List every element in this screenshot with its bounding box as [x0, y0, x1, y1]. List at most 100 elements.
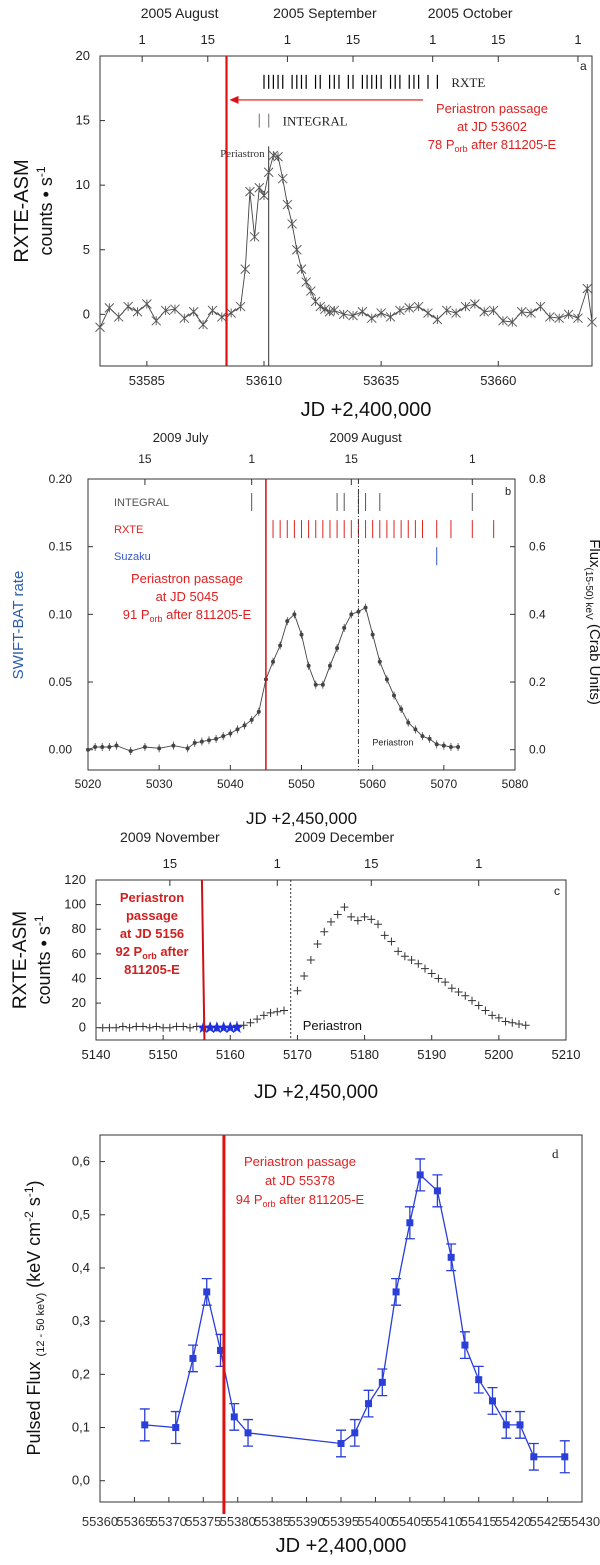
x-tick-label: 5170	[283, 1047, 312, 1062]
x-tick-label: 55360	[82, 1514, 118, 1529]
y-tick-label: 60	[72, 946, 86, 961]
x-axis-label: JD +2,400,000	[276, 1535, 407, 1557]
obs-label: INTEGRAL	[114, 497, 169, 509]
data-point	[313, 682, 318, 687]
data-point	[186, 1023, 194, 1032]
data-point	[141, 1421, 149, 1429]
data-point	[521, 1021, 530, 1030]
data-point	[494, 1013, 503, 1022]
data-point	[582, 283, 593, 294]
data-point	[530, 1453, 538, 1461]
data-point	[128, 749, 133, 754]
data-point	[199, 739, 204, 744]
data-point	[188, 306, 199, 317]
panel-c: 5140 5150 5160 5170 5180 5190 5200 5210 0 20 40 60 8…	[10, 829, 580, 1103]
text-span: -1	[22, 1186, 36, 1197]
data-point	[235, 301, 246, 312]
text-span: Flux	[586, 539, 600, 568]
annotation-line3: 94 Porb after 811205-E	[236, 1192, 365, 1209]
text-span: after 811205-E	[163, 607, 252, 622]
data-point	[160, 305, 171, 316]
data-point	[300, 972, 309, 980]
data-point	[273, 1007, 282, 1016]
y-tick-label: 40	[72, 970, 86, 985]
text-span: 94 P	[236, 1192, 263, 1207]
data-point	[315, 301, 326, 312]
data-point	[441, 978, 450, 987]
data-point	[198, 319, 208, 330]
data-point	[501, 1017, 510, 1026]
data-point	[333, 910, 342, 919]
annotation-line2: at JD 55378	[265, 1173, 335, 1188]
annotation-line2: at JD 53602	[457, 119, 527, 134]
data-point	[434, 974, 443, 983]
data-point	[420, 734, 425, 739]
annotation-line1: Periastron	[120, 890, 184, 905]
data-point	[244, 1429, 252, 1437]
data-point	[335, 646, 340, 651]
data-point	[306, 956, 315, 964]
x-tick-label: 55425	[529, 1514, 565, 1529]
data-point	[249, 232, 260, 242]
suzaku-star	[210, 1021, 223, 1033]
top-tick-label: 1	[475, 856, 482, 871]
data-point	[400, 952, 409, 961]
data-point	[516, 306, 527, 317]
y-tick-label: 0.10	[49, 607, 73, 621]
top-tick-label: 15	[345, 452, 359, 466]
data-point	[392, 1288, 400, 1296]
y-tick-label: 0.00	[49, 743, 73, 757]
x-tick-label: 5060	[359, 777, 386, 791]
data-point	[282, 199, 293, 210]
data-point	[535, 301, 546, 312]
data-point	[179, 313, 190, 324]
data-point	[242, 723, 247, 728]
y-tick-label: 100	[64, 897, 86, 912]
y-tick-label: 10	[76, 177, 90, 192]
x-tick-label: 55415	[461, 1514, 497, 1529]
data-point	[384, 677, 389, 682]
data-point	[192, 740, 197, 745]
data-point	[277, 173, 288, 184]
data-point	[189, 1354, 197, 1362]
plot-frame	[95, 879, 567, 1041]
y-tick-label: 0,3	[72, 1313, 90, 1328]
panel-a: 53585 53610 53635 53660 0 5 10 15 20 1 15 1 15 1 15 1 20…	[11, 5, 597, 421]
data-point	[366, 313, 377, 324]
text-span: orb	[455, 144, 468, 154]
data-point	[239, 1021, 248, 1030]
data-point	[100, 744, 105, 749]
data-point	[353, 916, 362, 925]
data-point	[448, 744, 453, 749]
data-point	[488, 305, 499, 316]
data-point	[327, 917, 335, 926]
data-point	[114, 743, 119, 748]
month-label: 2005 October	[428, 5, 513, 21]
y-axis-label-line2: counts • s-1	[34, 166, 56, 255]
data-point	[299, 632, 304, 637]
obs-label: RXTE	[114, 524, 143, 536]
right-axis-label: Flux(15-50) keV (Crab Units)	[583, 539, 600, 705]
x-tick-label: 5040	[217, 777, 244, 791]
x-tick-label: 5080	[502, 777, 529, 791]
data-point	[488, 1011, 497, 1020]
data-point	[378, 1378, 386, 1386]
data-point	[454, 988, 463, 996]
data-point	[293, 986, 302, 995]
data-point	[306, 663, 311, 668]
y-tick-label: 0,4	[72, 1260, 90, 1275]
data-point	[461, 991, 470, 1000]
text-span: -1	[34, 166, 48, 177]
x-axis-label: JD +2,400,000	[301, 399, 432, 421]
annotation-line1: Periastron passage	[436, 101, 548, 116]
panel-label: b	[505, 486, 511, 498]
x-tick-label: 5140	[82, 1047, 111, 1062]
data-point	[320, 927, 329, 936]
panel-label: c	[554, 884, 560, 898]
data-point	[253, 1015, 262, 1024]
data-point	[320, 304, 330, 314]
data-point	[349, 612, 354, 617]
text-span: (Crab Units)	[586, 620, 600, 705]
y-axis-label: Pulsed Flux (12 - 50 keV) (keV cm-2 s-1)	[22, 1180, 47, 1455]
data-point	[259, 1011, 268, 1020]
